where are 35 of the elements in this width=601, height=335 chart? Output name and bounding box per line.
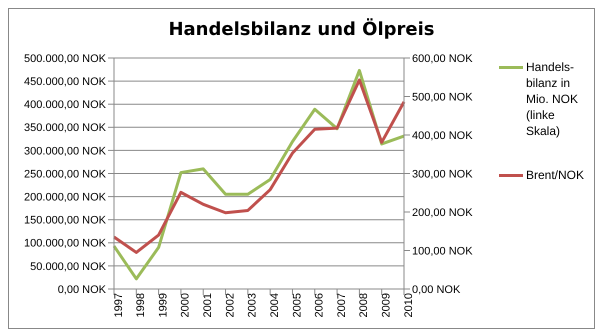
y2-tick-label: 300,00 NOK: [412, 168, 474, 180]
x-tick-label: 2006: [314, 293, 326, 318]
y-tick-label: 350.000,00 NOK: [24, 122, 107, 134]
y2-tick-label: 200,00 NOK: [412, 206, 474, 219]
x-tick-label: 2000: [180, 293, 192, 318]
chart-title: Handelsbilanz und Ölpreis: [167, 19, 436, 40]
x-tick-label: 2009: [380, 293, 392, 318]
x-tick-label: 2005: [291, 293, 304, 318]
x-tick-label: 1999: [157, 293, 170, 318]
y-tick-label: 200.000,00 NOK: [24, 192, 107, 204]
y-tick-label: 100.000,00 NOK: [24, 238, 107, 250]
y-tick-label: 300.000,00 NOK: [24, 145, 107, 158]
x-tick-label: 2001: [202, 293, 214, 318]
y2-tick-label: 400,00 NOK: [412, 130, 474, 142]
x-tick-label: 2003: [246, 293, 259, 318]
x-tick-label: 1998: [135, 293, 148, 318]
y-tick-label: 150.000,00 NOK: [24, 214, 107, 227]
y-tick-label: 500.000,00 NOK: [24, 52, 107, 65]
legend-label: Brent/NOK: [526, 167, 586, 183]
x-tick-label: 2002: [224, 293, 236, 318]
y2-tick-label: 600,00 NOK: [412, 52, 474, 65]
x-tick-label: 2004: [268, 293, 281, 318]
x-tick-label: 2008: [358, 293, 370, 318]
y-tick-label: 0,00 NOK: [58, 284, 107, 296]
y-tick-label: 50.000,00 NOK: [30, 260, 107, 273]
y2-tick-label: 0,00 NOK: [412, 284, 461, 296]
y2-tick-label: 500,00 NOK: [412, 91, 474, 104]
y-tick-label: 250.000,00 NOK: [24, 168, 107, 180]
y2-tick-label: 100,00 NOK: [412, 245, 474, 258]
legend-label: Handels-bilanz in Mio. NOK (linke Skala): [526, 59, 580, 139]
y-tick-label: 450.000,00 NOK: [24, 76, 107, 88]
x-tick-label: 2010: [402, 293, 415, 318]
x-tick-label: 2007: [336, 293, 348, 318]
x-tick-label: 1997: [112, 293, 125, 318]
y-tick-label: 400.000,00 NOK: [24, 99, 107, 112]
